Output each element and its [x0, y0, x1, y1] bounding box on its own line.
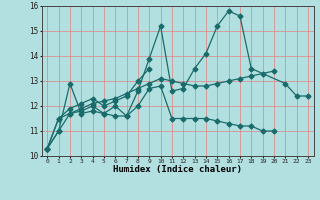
- X-axis label: Humidex (Indice chaleur): Humidex (Indice chaleur): [113, 165, 242, 174]
